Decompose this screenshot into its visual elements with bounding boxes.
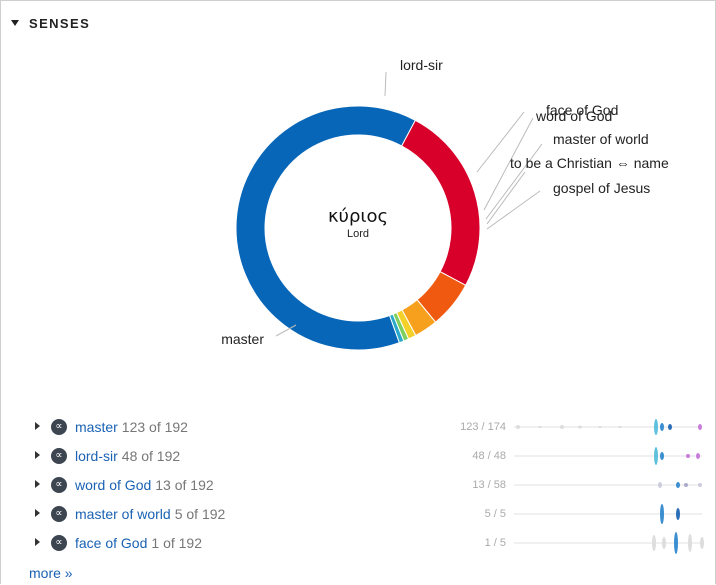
sparkline-mark <box>660 452 664 460</box>
sense-ratio: 1 / 5 <box>484 537 506 549</box>
senses-header[interactable]: SENSES <box>11 13 90 33</box>
sparkline-mark <box>598 426 602 428</box>
sparkline-mark <box>578 425 582 429</box>
sparkline-mark <box>652 535 656 551</box>
label-leader-line <box>476 111 525 173</box>
sense-row[interactable]: ∝ word of God 13 of 192 13 / 58 <box>0 470 716 499</box>
label-leader-line <box>485 143 543 220</box>
label-leader-line <box>384 71 387 97</box>
donut-slice-lord-sir[interactable] <box>400 119 481 286</box>
slice-label: lord-sir <box>400 57 443 73</box>
sense-label[interactable]: master <box>75 419 118 435</box>
sense-distribution-sparkline <box>514 482 702 488</box>
sparkline-mark <box>538 426 542 428</box>
slice-label: master of world <box>553 131 649 147</box>
sense-count: 13 of 192 <box>155 477 214 493</box>
donut-slice-master[interactable] <box>235 105 416 351</box>
sense-ratio: 48 / 48 <box>472 450 506 462</box>
sense-icon[interactable]: ∝ <box>51 477 67 493</box>
sense-label[interactable]: face of God <box>75 535 148 551</box>
sparkline-mark <box>684 483 688 487</box>
sense-distribution-sparkline <box>514 504 702 524</box>
sparkline-mark <box>676 482 680 488</box>
sparkline-mark <box>698 483 702 487</box>
more-link[interactable]: more » <box>29 565 73 581</box>
sparkline-mark <box>668 424 672 430</box>
slice-label: master <box>221 331 264 347</box>
expand-caret-icon[interactable] <box>35 422 40 430</box>
expand-caret-icon[interactable] <box>35 480 40 488</box>
sense-row[interactable]: ∝ master 123 of 192 123 / 174 <box>0 412 716 441</box>
sense-count: 48 of 192 <box>121 448 181 464</box>
sparkline-mark <box>688 534 692 552</box>
sparkline-mark <box>700 537 704 549</box>
center-lemma: κύριος <box>328 206 388 227</box>
sense-count: 123 of 192 <box>121 419 188 435</box>
slice-label: gospel of Jesus <box>553 180 650 196</box>
sense-distribution-sparkline <box>514 447 702 465</box>
expand-caret-icon[interactable] <box>35 509 40 517</box>
slice-label: word of God <box>535 108 612 124</box>
sparkline-mark <box>654 419 658 435</box>
sense-row[interactable]: ∝ master of world 5 of 192 5 / 5 <box>0 499 716 528</box>
sense-ratio: 5 / 5 <box>484 508 506 520</box>
slice-label: face of God <box>546 102 618 118</box>
sense-ratio: 13 / 58 <box>472 479 506 491</box>
sparkline-mark <box>560 425 564 429</box>
collapse-caret-icon[interactable] <box>11 20 19 26</box>
sparkline-mark <box>516 425 520 429</box>
sparkline-mark <box>698 424 702 430</box>
sparkline-mark <box>658 482 662 488</box>
sparkline-mark <box>696 453 700 459</box>
slice-label: to be a Christian ⇔ name <box>510 155 669 171</box>
expand-caret-icon[interactable] <box>35 451 40 459</box>
sense-label[interactable]: master of world <box>75 506 171 522</box>
sense-icon[interactable]: ∝ <box>51 506 67 522</box>
sense-row[interactable]: ∝ face of God 1 of 192 1 / 5 <box>0 528 716 557</box>
sparkline-mark <box>686 454 690 458</box>
sense-icon[interactable]: ∝ <box>51 448 67 464</box>
sense-distribution-sparkline <box>514 532 704 554</box>
sense-icon[interactable]: ∝ <box>51 535 67 551</box>
sparkline-mark <box>660 423 664 431</box>
section-title: SENSES <box>29 15 91 31</box>
sparkline-mark <box>676 508 680 520</box>
sparkline-mark <box>674 532 678 554</box>
sense-count: 1 of 192 <box>151 535 202 551</box>
sense-row[interactable]: ∝ lord-sir 48 of 192 48 / 48 <box>0 441 716 470</box>
sense-label[interactable]: lord-sir <box>75 448 118 464</box>
expand-caret-icon[interactable] <box>35 538 40 546</box>
sparkline-mark <box>618 426 622 428</box>
sense-ratio: 123 / 174 <box>460 421 506 433</box>
label-leader-line <box>275 324 297 337</box>
sparkline-mark <box>662 537 666 549</box>
sense-label[interactable]: word of God <box>75 477 152 493</box>
sparkline-mark <box>660 504 664 524</box>
sparkline-mark <box>654 447 658 465</box>
sense-icon[interactable]: ∝ <box>51 419 67 435</box>
sense-count: 5 of 192 <box>174 506 226 522</box>
label-leader-line <box>483 117 534 211</box>
sense-distribution-sparkline <box>514 419 702 435</box>
label-leader-line <box>486 171 526 225</box>
label-leader-line <box>486 190 541 230</box>
center-gloss: Lord <box>347 228 369 240</box>
